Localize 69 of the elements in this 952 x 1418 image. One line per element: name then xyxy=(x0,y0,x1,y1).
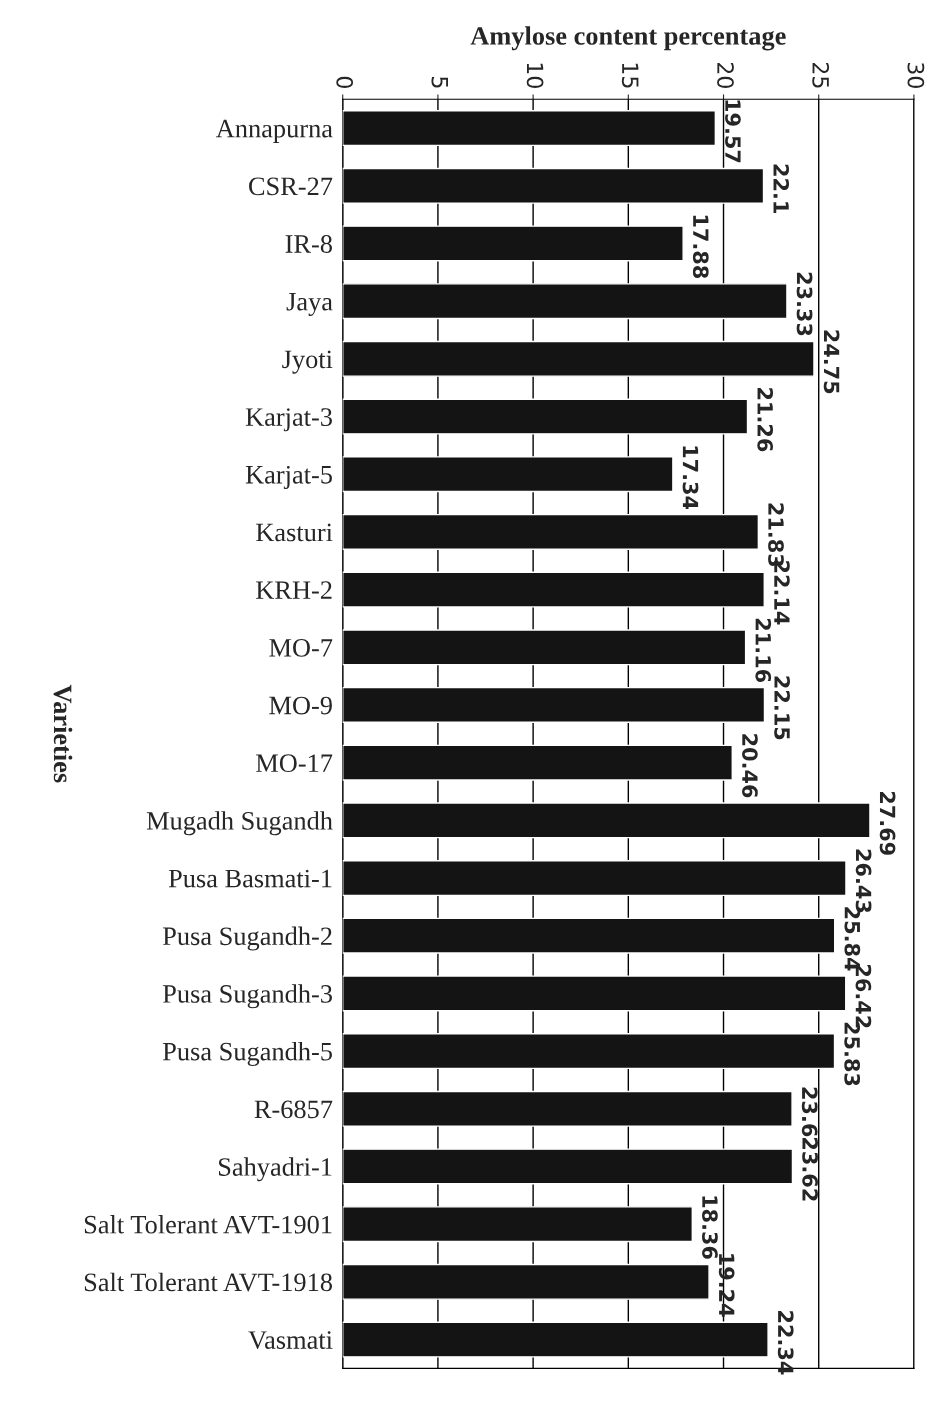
y-tick-label: Mugadh Sugandh xyxy=(146,811,333,836)
y-tick-label: Salt Tolerant AVT-1901 xyxy=(84,1215,332,1234)
x-axis-title: Amylose content percentage xyxy=(470,26,786,51)
y-tick-label: Pusa Sugandh-5 xyxy=(162,1041,332,1066)
data-label: 17.34 xyxy=(682,446,699,510)
bar xyxy=(342,571,765,608)
bar xyxy=(342,1148,794,1185)
bar xyxy=(342,975,847,1012)
bar xyxy=(342,1321,769,1358)
data-label: 18.36 xyxy=(702,1196,718,1259)
bar xyxy=(342,225,684,262)
x-tick-label: 25 xyxy=(812,62,830,88)
y-tick-label: Vasmati xyxy=(248,1331,333,1350)
bar xyxy=(342,167,765,204)
bar xyxy=(342,110,717,147)
data-label: 22.15 xyxy=(774,676,790,740)
bar xyxy=(342,1090,793,1127)
y-tick-label: Pusa Basmati-1 xyxy=(168,869,332,888)
y-tick-label: Karjat-3 xyxy=(245,408,332,432)
data-label: 23.62 xyxy=(802,1138,818,1201)
x-tick-label: 15 xyxy=(621,63,639,88)
bar xyxy=(342,629,747,666)
data-label: 22.1 xyxy=(773,164,790,213)
bar xyxy=(342,398,749,435)
data-label: 24.75 xyxy=(823,330,840,394)
y-tick-label: CSR-27 xyxy=(249,177,333,196)
y-tick-label: Jaya xyxy=(286,293,333,316)
data-label: 23.6 xyxy=(801,1087,818,1137)
bar xyxy=(342,1263,710,1300)
x-tick-label: 20 xyxy=(717,62,734,89)
bar xyxy=(342,340,815,377)
x-tick-label: 30 xyxy=(907,62,925,89)
bar xyxy=(342,744,733,781)
x-tick-label: 5 xyxy=(431,77,448,88)
bar xyxy=(342,860,847,897)
data-label: 20.46 xyxy=(742,734,758,798)
bar xyxy=(342,802,871,839)
y-tick-label: Sahyadri-1 xyxy=(218,1157,332,1182)
y-tick-label: Annapurna xyxy=(216,119,333,143)
bar xyxy=(342,283,788,320)
y-tick-label: MO-17 xyxy=(256,754,333,773)
bar xyxy=(342,513,760,550)
data-label: 27.69 xyxy=(879,791,896,855)
x-tick-label: 10 xyxy=(526,63,544,89)
y-axis-title: Varieties xyxy=(53,684,73,783)
bar xyxy=(342,917,836,954)
bar xyxy=(342,1206,693,1243)
data-label: 21.26 xyxy=(757,388,774,452)
y-tick-label: Kasturi xyxy=(256,523,333,542)
bar xyxy=(342,686,766,723)
data-label: 19.24 xyxy=(718,1254,735,1317)
y-tick-label: KRH-2 xyxy=(256,581,332,599)
bar xyxy=(342,1033,836,1070)
y-tick-label: IR-8 xyxy=(285,235,332,253)
y-tick-label: MO-7 xyxy=(269,638,333,657)
data-label: 21.16 xyxy=(755,618,772,682)
data-label: 23.33 xyxy=(796,272,813,336)
y-tick-label: MO-9 xyxy=(269,696,332,715)
y-tick-label: Salt Tolerant AVT-1918 xyxy=(84,1272,332,1292)
data-label: 19.57 xyxy=(725,100,741,163)
y-tick-label: Pusa Sugandh-2 xyxy=(162,926,332,951)
bar xyxy=(342,456,674,493)
y-tick-label: Jyoti xyxy=(282,350,333,374)
x-tick-label: 0 xyxy=(336,76,354,89)
data-label: 17.88 xyxy=(692,215,709,279)
y-tick-label: R-6857 xyxy=(254,1100,333,1119)
y-tick-label: Pusa Sugandh-3 xyxy=(162,984,332,1009)
data-label: 22.34 xyxy=(777,1311,794,1375)
y-tick-label: Karjat-5 xyxy=(245,465,332,489)
